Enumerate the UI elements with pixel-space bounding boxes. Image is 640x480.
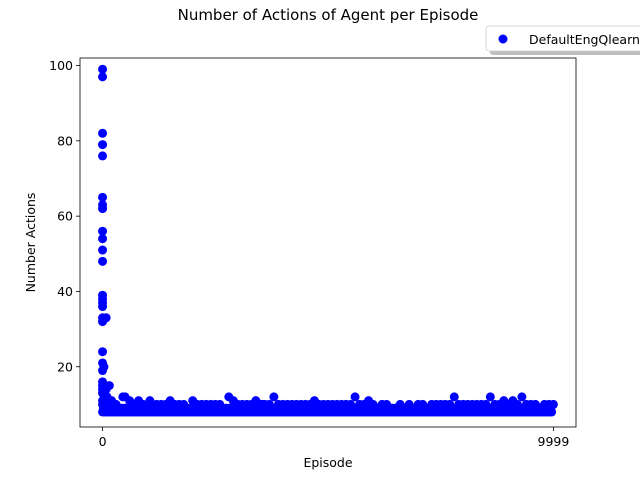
x-axis-ticks: 0 9999 xyxy=(99,427,570,449)
data-point xyxy=(418,399,428,409)
data-point xyxy=(445,399,455,409)
chart-title: Number of Actions of Agent per Episode xyxy=(178,6,479,24)
y-tick-label: 100 xyxy=(49,58,73,73)
y-axis-label: Number Actions xyxy=(23,193,38,293)
data-point xyxy=(368,399,378,409)
data-point xyxy=(517,392,527,402)
data-point xyxy=(382,399,392,409)
y-tick-label: 40 xyxy=(57,284,73,299)
plot-area xyxy=(80,58,576,427)
data-point xyxy=(485,392,495,402)
points-layer xyxy=(98,64,558,417)
data-point xyxy=(512,399,522,409)
x-tick-label: 0 xyxy=(99,434,107,449)
data-point xyxy=(179,399,189,409)
data-point xyxy=(98,140,108,150)
data-point xyxy=(404,399,414,409)
data-point xyxy=(98,302,108,312)
data-point xyxy=(215,399,225,409)
data-point xyxy=(449,392,459,402)
data-point xyxy=(98,256,108,266)
data-point xyxy=(98,245,108,255)
data-point xyxy=(98,192,108,202)
data-point xyxy=(269,392,279,402)
data-point xyxy=(547,407,557,417)
axes-frame xyxy=(79,57,577,428)
y-tick-label: 60 xyxy=(57,209,73,224)
data-point xyxy=(350,392,360,402)
data-point xyxy=(98,204,108,214)
legend-marker xyxy=(498,34,508,44)
x-tick-label: 9999 xyxy=(538,434,570,449)
data-point xyxy=(264,399,274,409)
y-tick-label: 80 xyxy=(57,133,73,148)
data-point xyxy=(98,347,108,357)
data-point xyxy=(98,366,108,376)
data-point xyxy=(98,234,108,244)
x-axis-label: Episode xyxy=(303,455,352,470)
data-point xyxy=(98,128,108,138)
data-point xyxy=(481,399,491,409)
data-point xyxy=(111,399,121,409)
y-tick-label: 20 xyxy=(57,359,73,374)
legend: DefaultEngQlearning xyxy=(485,25,640,55)
data-point xyxy=(98,72,108,82)
data-point xyxy=(98,226,108,236)
data-point xyxy=(548,399,558,409)
legend-entry: DefaultEngQlearning xyxy=(529,32,640,47)
data-point xyxy=(99,399,109,409)
legend-box xyxy=(485,25,640,52)
data-point xyxy=(101,313,111,323)
y-axis-ticks: 20 40 60 80 100 xyxy=(49,58,80,374)
data-point xyxy=(98,64,108,74)
data-point xyxy=(346,399,356,409)
data-point xyxy=(98,151,108,161)
